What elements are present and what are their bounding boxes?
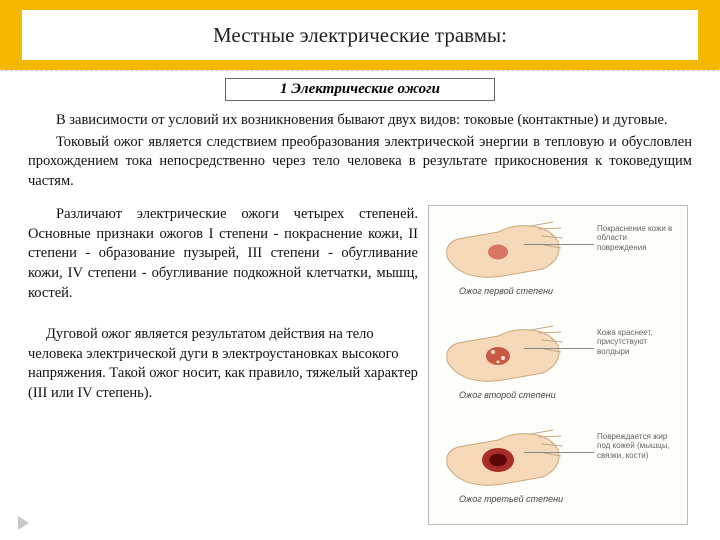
paragraph-arc: Дуговой ожог является результатом действ… [28, 325, 418, 403]
pointer-line-2 [524, 348, 594, 349]
right-column: Ожог первой степени Покраснение кожи в об… [428, 205, 692, 525]
hand-illustration-2 [443, 318, 563, 388]
paragraph-intro: В зависимости от условий их возникновени… [28, 111, 692, 131]
two-column-row: Различают электрические ожоги четырех ст… [28, 205, 692, 525]
burn-note-2: Кожа краснеет, присутствуют волдыри [597, 328, 677, 356]
burn-caption-1: Ожог первой степени [459, 286, 553, 296]
burn-note-1: Покраснение кожи в области повреждения [597, 224, 677, 252]
divider-line [0, 70, 720, 71]
burn-caption-2: Ожог второй степени [459, 390, 556, 400]
section-subtitle: 1 Электрические ожоги [225, 78, 495, 101]
nav-arrow-icon [18, 516, 29, 530]
paragraph-tokovyi: Токовый ожог является следствием преобра… [28, 133, 692, 192]
paragraph-degrees: Различают электрические ожоги четырех ст… [28, 205, 418, 303]
page-title: Местные электрические травмы: [22, 10, 699, 60]
hand-illustration-1 [443, 214, 563, 284]
burn-note-3: Повреждается жир под кожей (мышцы, связк… [597, 432, 677, 460]
pointer-line-3 [524, 452, 594, 453]
para1-text: В зависимости от условий их возникновени… [56, 112, 668, 128]
pointer-line-1 [524, 244, 594, 245]
content-area: В зависимости от условий их возникновени… [0, 101, 720, 525]
burn-diagram: Ожог первой степени Покраснение кожи в об… [428, 205, 688, 525]
header-band: Местные электрические травмы: [0, 0, 720, 70]
left-column: Различают электрические ожоги четырех ст… [28, 205, 418, 525]
hand-illustration-3 [443, 422, 563, 492]
burn-caption-3: Ожог третьей степени [459, 494, 563, 504]
